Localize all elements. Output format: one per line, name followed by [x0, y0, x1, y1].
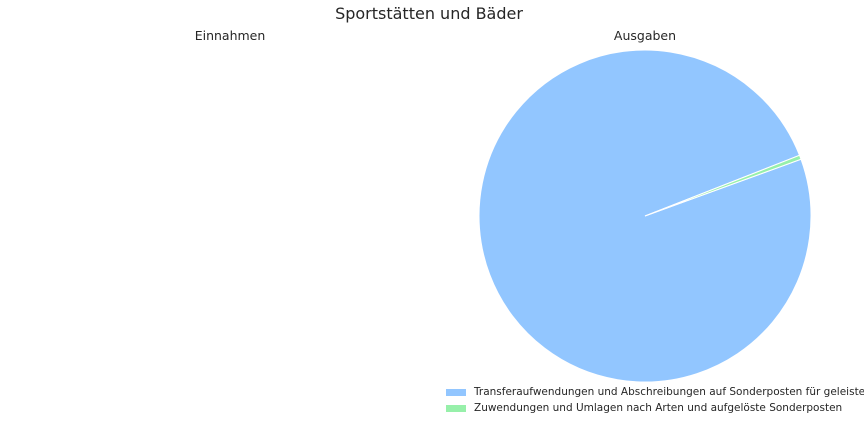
- legend-label-transferaufwendungen: Transferaufwendungen und Abschreibungen …: [474, 386, 864, 398]
- legend-swatch-zuwendungen: [446, 404, 466, 412]
- legend-item-transferaufwendungen: Transferaufwendungen und Abschreibungen …: [446, 384, 864, 400]
- legend: Transferaufwendungen und Abschreibungen …: [446, 384, 864, 416]
- pie-slice-transferaufwendungen: [478, 49, 812, 383]
- legend-item-zuwendungen: Zuwendungen und Umlagen nach Arten und a…: [446, 400, 864, 416]
- figure-title: Sportstätten und Bäder: [335, 4, 523, 23]
- legend-swatch-transferaufwendungen: [446, 388, 466, 396]
- legend-label-zuwendungen: Zuwendungen und Umlagen nach Arten und a…: [474, 402, 843, 414]
- pie-slice-zuwendungen: [644, 154, 802, 217]
- einnahmen-pie-title: Einnahmen: [194, 28, 266, 43]
- ausgaben-pie-title: Ausgaben: [613, 28, 677, 43]
